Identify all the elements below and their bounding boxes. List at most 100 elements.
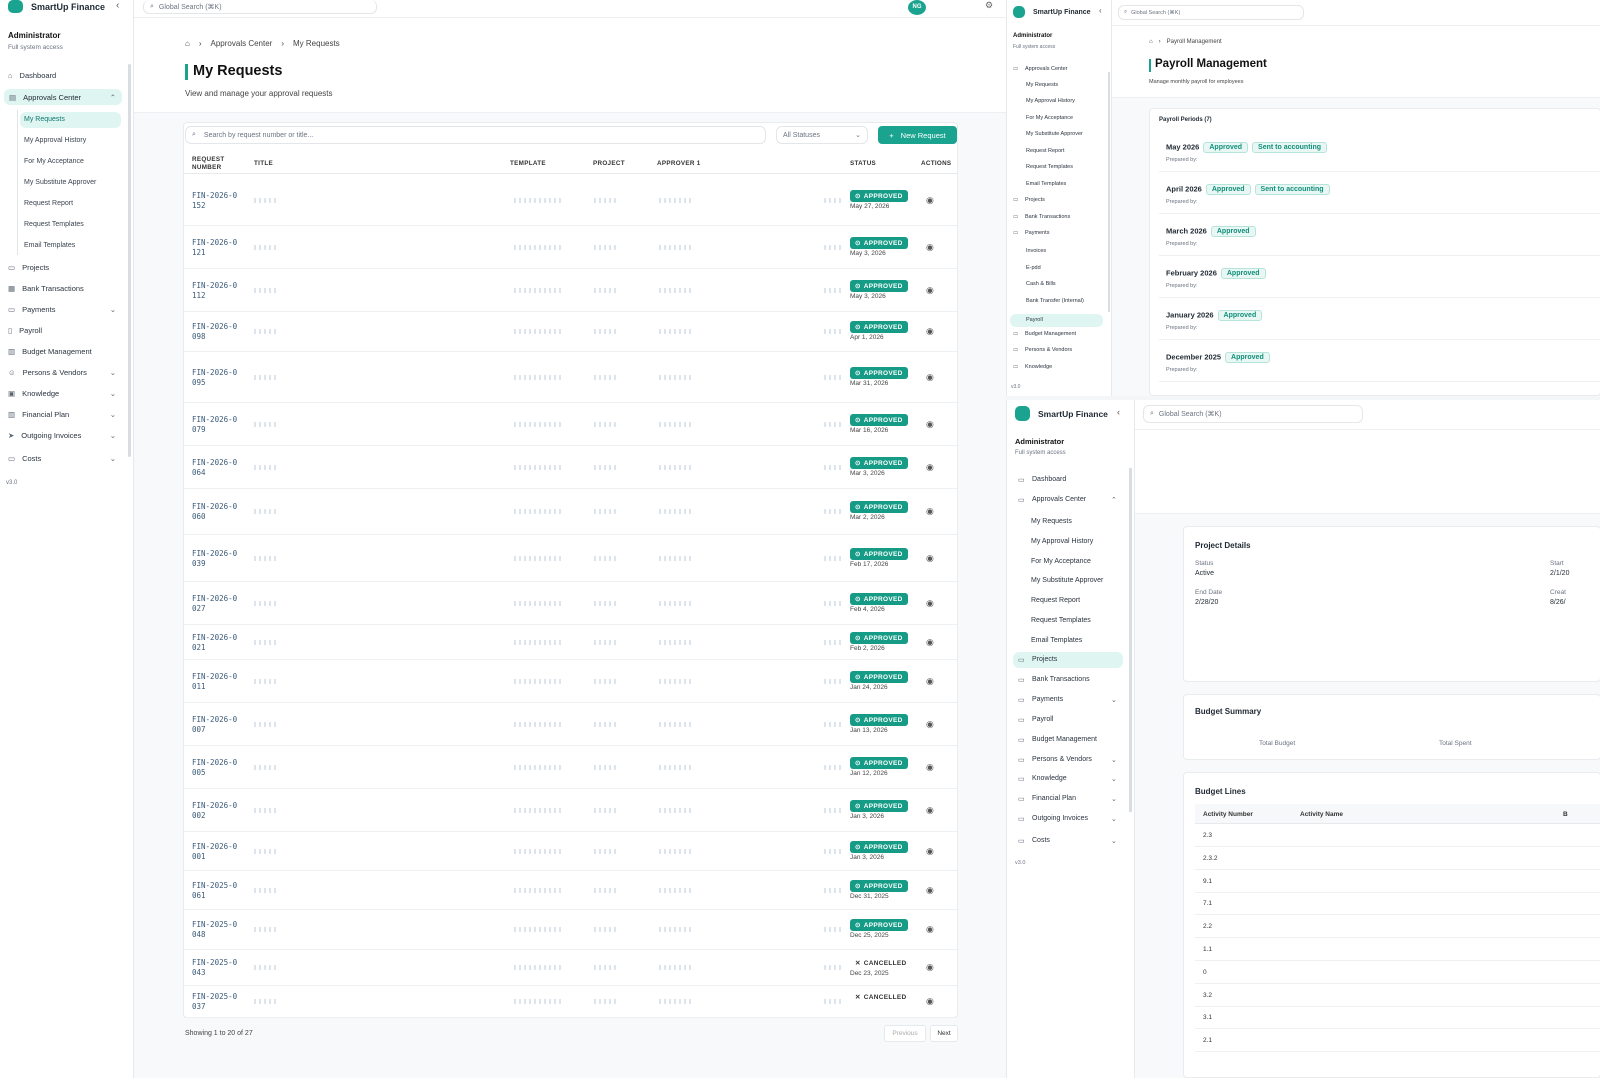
request-number[interactable]: FIN-2026-0095 <box>192 368 238 387</box>
sidebar-item-budget-management[interactable]: Budget Management <box>1032 736 1097 743</box>
request-number[interactable]: FIN-2026-0060 <box>192 502 238 521</box>
view-eye-icon[interactable]: ◉ <box>926 419 934 429</box>
payroll-period-month[interactable]: April 2026 Approved Sent to accounting <box>1166 184 1330 195</box>
sidebar-item-costs[interactable]: Costs <box>1032 837 1050 844</box>
breadcrumb-approvals[interactable]: Approvals Center <box>210 39 273 48</box>
request-number[interactable]: FIN-2026-0002 <box>192 801 238 820</box>
sidebar-item-approval-history[interactable]: My Approval History <box>24 137 87 144</box>
request-number[interactable]: FIN-2026-0021 <box>192 633 238 652</box>
sidebar-scrollbar[interactable] <box>128 64 131 457</box>
request-number[interactable]: FIN-2026-0005 <box>192 758 238 777</box>
home-icon[interactable]: ⌂ <box>185 39 190 48</box>
sidebar-item-email-templates[interactable]: Email Templates <box>24 242 76 249</box>
request-number[interactable]: FIN-2026-0011 <box>192 672 238 691</box>
sidebar-item-knowledge[interactable]: Knowledge <box>1025 364 1053 370</box>
request-number[interactable]: FIN-2026-0112 <box>192 281 238 300</box>
request-number[interactable]: FIN-2025-0043 <box>192 958 238 977</box>
view-eye-icon[interactable]: ◉ <box>926 506 934 516</box>
sidebar-item-for-acceptance[interactable]: For My Acceptance <box>24 158 84 165</box>
sidebar-item-my-requests[interactable]: My Requests <box>20 112 121 128</box>
sidebar-item-approval-history[interactable]: My Approval History <box>1026 98 1075 104</box>
request-number[interactable]: FIN-2026-0027 <box>192 594 238 613</box>
view-eye-icon[interactable]: ◉ <box>926 962 934 972</box>
payroll-period-month[interactable]: January 2026 Approved <box>1166 310 1263 321</box>
request-number[interactable]: FIN-2026-0007 <box>192 715 238 734</box>
sidebar-item-persons-vendors[interactable]: ☺ Persons & Vendors ⌄ <box>8 368 116 377</box>
request-number[interactable]: FIN-2025-0037 <box>192 992 238 1011</box>
previous-page-button[interactable]: Previous <box>884 1025 926 1042</box>
view-eye-icon[interactable]: ◉ <box>926 676 934 686</box>
settings-gear-icon[interactable]: ⚙ <box>985 0 994 10</box>
sidebar-item-bank-transfer[interactable]: Bank Transfer (Internal) <box>1026 298 1084 304</box>
sidebar-item-outgoing-invoices[interactable]: Outgoing Invoices <box>1032 815 1089 822</box>
payroll-period-month[interactable]: May 2026 Approved Sent to accounting <box>1166 142 1328 153</box>
sidebar-item-outgoing-invoices[interactable]: ➤ Outgoing Invoices ⌄ <box>8 431 116 440</box>
sidebar-item-knowledge[interactable]: ▣ Knowledge ⌄ <box>8 389 116 398</box>
view-eye-icon[interactable]: ◉ <box>926 762 934 772</box>
request-number[interactable]: FIN-2026-0001 <box>192 842 238 861</box>
sidebar-item-payments[interactable]: ▭ Payments ⌄ <box>8 305 116 314</box>
request-number[interactable]: FIN-2026-0152 <box>192 191 238 210</box>
sidebar-item-payments[interactable]: Payments <box>1032 696 1064 703</box>
view-eye-icon[interactable]: ◉ <box>926 326 934 336</box>
sidebar-scrollbar[interactable] <box>1129 468 1132 812</box>
collapse-sidebar-icon[interactable]: ‹ <box>116 0 120 11</box>
sidebar-item-payroll[interactable]: Payroll <box>1032 716 1054 723</box>
sidebar-item-email-templates[interactable]: Email Templates <box>1031 637 1083 644</box>
avatar[interactable]: NG <box>908 0 926 15</box>
sidebar-item-my-requests[interactable]: My Requests <box>1026 82 1059 88</box>
sidebar-item-dashboard[interactable]: ⌂ Dashboard <box>8 71 57 80</box>
view-eye-icon[interactable]: ◉ <box>926 719 934 729</box>
sidebar-item-request-report[interactable]: Request Report <box>1031 597 1081 604</box>
sidebar-item-persons-vendors[interactable]: Persons & Vendors <box>1032 756 1092 763</box>
sidebar-item-bank-transactions[interactable]: ▦ Bank Transactions <box>8 284 84 293</box>
sidebar-item-projects[interactable]: ▭ Projects <box>8 263 50 272</box>
sidebar-item-bank-transactions[interactable]: Bank Transactions <box>1025 214 1071 220</box>
sidebar-item-my-requests[interactable]: My Requests <box>1031 518 1072 525</box>
view-eye-icon[interactable]: ◉ <box>926 553 934 563</box>
sidebar-item-request-templates[interactable]: Request Templates <box>24 221 84 228</box>
request-number[interactable]: FIN-2025-0061 <box>192 881 238 900</box>
collapse-sidebar-icon[interactable]: ‹ <box>1117 407 1120 417</box>
sidebar-item-invoices[interactable]: Invoices <box>1026 248 1047 254</box>
request-number[interactable]: FIN-2025-0048 <box>192 920 238 939</box>
sidebar-item-payments[interactable]: Payments <box>1025 230 1050 236</box>
sidebar-item-approvals-center[interactable]: Approvals Center <box>1032 496 1087 503</box>
request-number[interactable]: FIN-2026-0121 <box>192 238 238 257</box>
sidebar-item-request-report[interactable]: Request Report <box>24 200 74 207</box>
sidebar-item-for-acceptance[interactable]: For My Acceptance <box>1031 558 1091 565</box>
sidebar-item-persons-vendors[interactable]: Persons & Vendors <box>1025 347 1073 353</box>
view-eye-icon[interactable]: ◉ <box>926 372 934 382</box>
sidebar-item-payroll[interactable]: Payroll <box>1010 314 1103 327</box>
view-eye-icon[interactable]: ◉ <box>926 637 934 647</box>
sidebar-item-projects[interactable]: Projects <box>1013 652 1123 668</box>
sidebar-item-financial-plan[interactable]: ▥ Financial Plan ⌄ <box>8 410 116 419</box>
sidebar-item-payroll[interactable]: ▯ Payroll <box>8 326 43 335</box>
sidebar-item-substitute-approver[interactable]: My Substitute Approver <box>1026 131 1083 137</box>
request-number[interactable]: FIN-2026-0039 <box>192 549 238 568</box>
sidebar-scrollbar[interactable] <box>1108 72 1110 312</box>
view-eye-icon[interactable]: ◉ <box>926 846 934 856</box>
new-request-button[interactable]: + New Request <box>878 126 957 144</box>
sidebar-item-financial-plan[interactable]: Financial Plan <box>1032 795 1076 802</box>
view-eye-icon[interactable]: ◉ <box>926 242 934 252</box>
sidebar-item-e-pdd[interactable]: E-pdd <box>1026 265 1041 271</box>
sidebar-item-substitute-approver[interactable]: My Substitute Approver <box>24 179 97 186</box>
sidebar-item-budget-management[interactable]: Budget Management <box>1025 331 1077 337</box>
global-search-input[interactable]: ⌕ Global Search (⌘K) <box>1118 5 1304 20</box>
request-search-input[interactable]: ⌕ Search by request number or title... <box>185 126 766 144</box>
request-number[interactable]: FIN-2026-0098 <box>192 322 238 341</box>
sidebar-item-approvals-center[interactable]: ▤ Approvals Center ⌃ <box>4 89 122 105</box>
request-number[interactable]: FIN-2026-0064 <box>192 458 238 477</box>
view-eye-icon[interactable]: ◉ <box>926 462 934 472</box>
sidebar-item-budget-management[interactable]: ▥ Budget Management <box>8 347 92 356</box>
sidebar-item-projects[interactable]: Projects <box>1025 197 1045 203</box>
sidebar-item-costs[interactable]: ▭ Costs ⌄ <box>8 454 116 463</box>
status-filter-select[interactable]: All Statuses ⌄ <box>776 126 868 144</box>
sidebar-item-request-templates[interactable]: Request Templates <box>1026 164 1073 170</box>
view-eye-icon[interactable]: ◉ <box>926 885 934 895</box>
view-eye-icon[interactable]: ◉ <box>926 285 934 295</box>
view-eye-icon[interactable]: ◉ <box>926 805 934 815</box>
next-page-button[interactable]: Next <box>930 1025 958 1042</box>
sidebar-item-email-templates[interactable]: Email Templates <box>1026 181 1067 187</box>
